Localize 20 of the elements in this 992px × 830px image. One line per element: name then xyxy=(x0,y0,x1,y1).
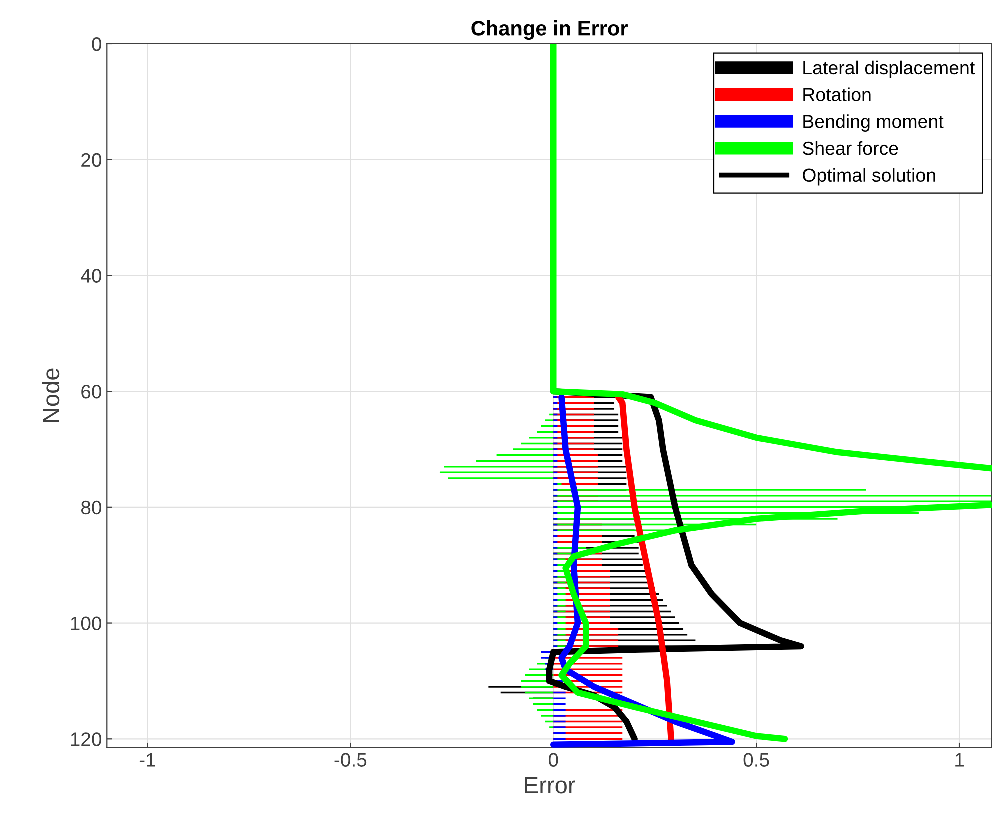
x-tick-label: 1 xyxy=(956,753,964,767)
y-tick-label: 20 xyxy=(82,153,102,168)
x-tick-label: 0.5 xyxy=(744,753,770,767)
y-axis-title: Node xyxy=(42,368,60,422)
y-tick-label: 0 xyxy=(92,37,102,52)
x-axis-title: Error xyxy=(525,777,576,794)
x-tick-label: -0.5 xyxy=(334,753,367,767)
y-tick-label: 80 xyxy=(81,500,102,515)
y-tick-label: 120 xyxy=(71,732,102,746)
x-tick-label: -1 xyxy=(140,753,156,767)
y-tick-label: 40 xyxy=(81,269,102,283)
legend-label: Rotation xyxy=(804,88,871,102)
chart-title: Change in Error xyxy=(472,20,628,40)
legend-label: Optimal solution xyxy=(803,168,936,186)
x-tick-label: 0 xyxy=(548,753,558,767)
legend-label: Lateral displacement xyxy=(804,60,975,78)
y-tick-label: 100 xyxy=(71,616,102,631)
legend-label: Bending moment xyxy=(804,114,944,132)
legend-label: Shear force xyxy=(802,141,898,156)
y-tick-label: 60 xyxy=(82,385,102,399)
